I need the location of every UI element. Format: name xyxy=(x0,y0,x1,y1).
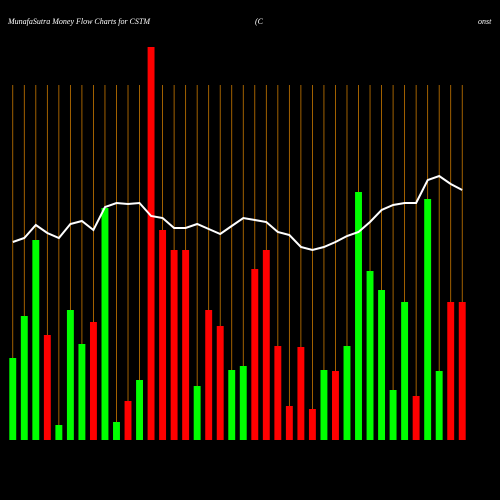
bar xyxy=(435,371,443,440)
bar xyxy=(424,199,432,440)
bar xyxy=(274,346,282,440)
bar xyxy=(193,386,201,440)
bar xyxy=(170,250,178,440)
bar xyxy=(182,250,190,440)
bar xyxy=(66,310,74,440)
bar xyxy=(228,370,236,440)
bar xyxy=(262,250,270,440)
bar xyxy=(147,47,155,440)
bar xyxy=(297,347,305,440)
chart-subtitle-end: onst xyxy=(478,17,492,26)
bar xyxy=(9,358,17,440)
bar xyxy=(458,302,466,440)
bar xyxy=(43,335,51,440)
bar xyxy=(159,230,167,440)
bar xyxy=(55,425,63,440)
bar xyxy=(101,208,109,440)
money-flow-line xyxy=(12,174,463,252)
bar xyxy=(401,302,409,440)
bar xyxy=(205,310,213,440)
bar xyxy=(78,344,86,440)
bar xyxy=(447,302,455,440)
bar xyxy=(366,271,374,440)
chart-subtitle: (C xyxy=(255,17,264,26)
bar xyxy=(136,380,143,440)
bar xyxy=(239,366,247,440)
bar xyxy=(89,322,97,440)
bar xyxy=(20,316,28,440)
bar xyxy=(285,406,293,440)
bar xyxy=(378,290,386,440)
bar xyxy=(32,240,40,440)
bar xyxy=(124,401,132,440)
bar xyxy=(343,346,351,440)
bar xyxy=(389,390,397,440)
bar xyxy=(332,371,339,440)
bar xyxy=(412,396,420,440)
bar xyxy=(308,409,316,440)
chart-title: MunafaSutra Money Flow Charts for CSTM xyxy=(7,17,151,26)
bar xyxy=(320,370,328,440)
bar xyxy=(216,326,224,440)
bar xyxy=(113,422,120,440)
bar xyxy=(251,269,259,440)
bar xyxy=(355,192,362,440)
